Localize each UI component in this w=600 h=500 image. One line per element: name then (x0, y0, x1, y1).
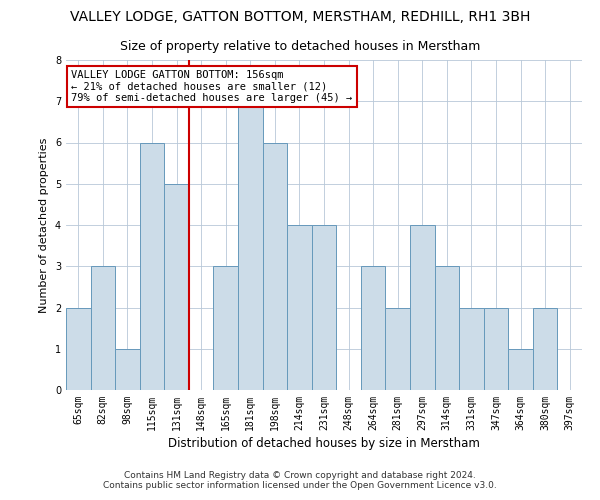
Bar (214, 266, 238, 390)
Bar (385, 308, 410, 390)
Bar (484, 308, 508, 390)
Bar (287, 225, 312, 390)
Bar (66, 308, 91, 390)
Bar (263, 142, 287, 390)
Bar (533, 308, 557, 390)
Bar (312, 225, 336, 390)
Bar (508, 349, 533, 390)
X-axis label: Distribution of detached houses by size in Merstham: Distribution of detached houses by size … (168, 437, 480, 450)
Text: VALLEY LODGE, GATTON BOTTOM, MERSTHAM, REDHILL, RH1 3BH: VALLEY LODGE, GATTON BOTTOM, MERSTHAM, R… (70, 10, 530, 24)
Bar (361, 266, 385, 390)
Bar (140, 142, 164, 390)
Bar (91, 266, 115, 390)
Bar (164, 184, 189, 390)
Bar (434, 266, 459, 390)
Bar (410, 225, 434, 390)
Bar (115, 349, 140, 390)
Bar (459, 308, 484, 390)
Text: VALLEY LODGE GATTON BOTTOM: 156sqm
← 21% of detached houses are smaller (12)
79%: VALLEY LODGE GATTON BOTTOM: 156sqm ← 21%… (71, 70, 352, 103)
Text: Contains HM Land Registry data © Crown copyright and database right 2024.
Contai: Contains HM Land Registry data © Crown c… (103, 470, 497, 490)
Bar (238, 101, 263, 390)
Text: Size of property relative to detached houses in Merstham: Size of property relative to detached ho… (120, 40, 480, 53)
Y-axis label: Number of detached properties: Number of detached properties (40, 138, 49, 312)
